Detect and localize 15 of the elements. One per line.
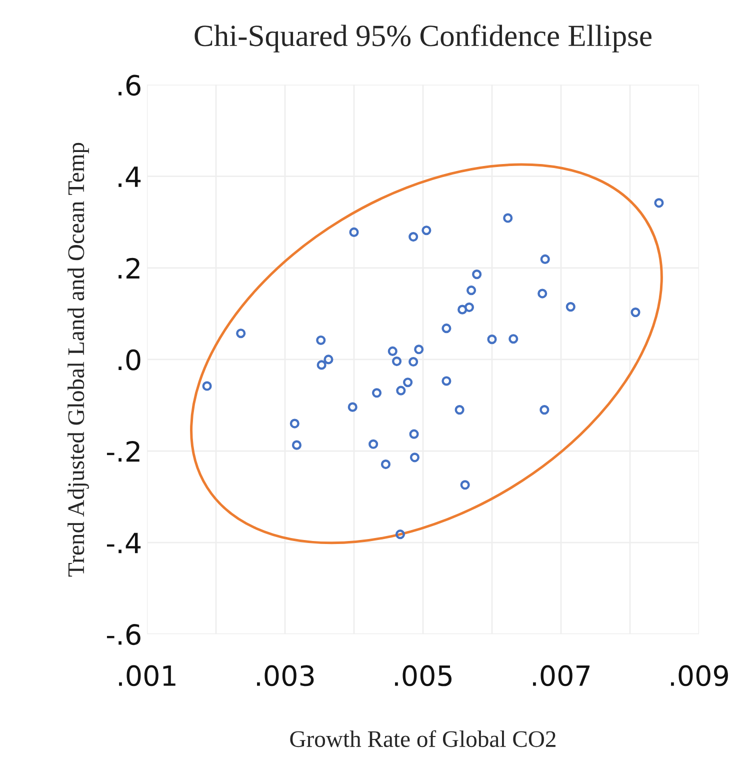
- y-tick-label: -.2: [106, 440, 140, 462]
- x-tick-label: .001: [119, 665, 176, 686]
- y-tick-label: .4: [118, 166, 141, 187]
- x-tick-label: .007: [533, 665, 590, 686]
- x-axis-title: Growth Rate of Global CO2: [290, 730, 556, 748]
- x-tick-label: .009: [671, 665, 728, 686]
- x-tick-label: .005: [395, 665, 452, 686]
- y-tick-label: .2: [118, 258, 140, 278]
- x-tick-label: .003: [257, 665, 314, 686]
- y-tick-label: .6: [118, 74, 140, 96]
- chart-title: Chi-Squared 95% Confidence Ellipse: [194, 24, 652, 52]
- y-axis-title: Trend Adjusted Global Land and Ocean Temp: [68, 142, 89, 577]
- y-tick-label: .0: [118, 349, 140, 370]
- y-tick-label: -.6: [106, 624, 140, 646]
- y-tick-label: -.4: [106, 532, 141, 554]
